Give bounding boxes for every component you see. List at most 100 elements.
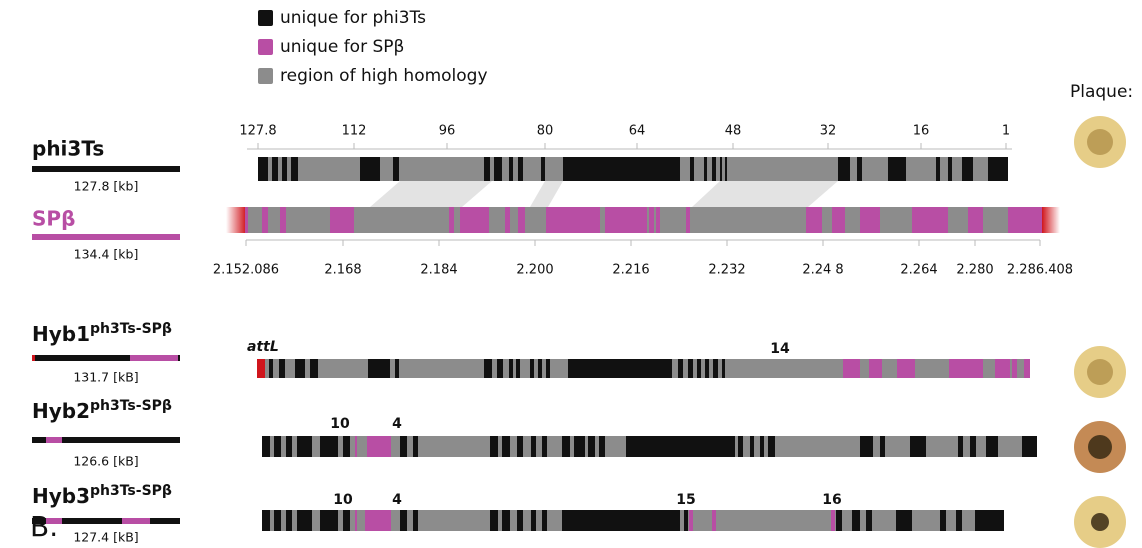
genome-segment — [257, 359, 265, 378]
genome-size: 127.8 [kb] — [74, 179, 139, 194]
scale-label: 80 — [537, 124, 554, 139]
genome-size: 134.4 [kb] — [74, 247, 139, 262]
genome-segment — [291, 157, 298, 181]
scale-label: 127.8 — [239, 124, 276, 139]
genome-segment — [272, 157, 278, 181]
genome-segment — [393, 157, 399, 181]
genome-segment — [689, 510, 693, 531]
genome-segment — [279, 359, 285, 378]
annotation: 16 — [822, 492, 841, 508]
genome-segment — [530, 359, 534, 378]
genome-segment — [988, 157, 1008, 181]
genome-size: 131.7 [kB] — [73, 370, 138, 385]
genome-segment — [995, 359, 1010, 378]
scale-label: 2.232 — [708, 263, 745, 278]
genome-segment — [343, 436, 350, 457]
genome-segment — [566, 510, 680, 531]
genome-segment — [367, 436, 391, 457]
genome-segment — [269, 359, 273, 378]
genome-segment — [368, 359, 390, 378]
genome-segment — [970, 436, 976, 457]
genome-segment — [956, 510, 962, 531]
hybrid-superscript: ph3Ts-SPβ — [90, 398, 172, 414]
genome-segment — [274, 510, 281, 531]
hybrid-superscript: ph3Ts-SPβ — [90, 321, 172, 337]
genome-segment — [722, 359, 725, 378]
genome-segment — [505, 207, 510, 233]
genome-segment — [896, 510, 912, 531]
genome-segment — [1022, 436, 1037, 457]
hybrid-superscript: ph3Ts-SPβ — [90, 483, 172, 499]
genome-segment — [949, 359, 983, 378]
genome-segment — [562, 436, 570, 457]
genome-segment — [490, 510, 498, 531]
genome-size: 127.4 [kB] — [73, 530, 138, 545]
genome-segment — [605, 207, 647, 233]
homology-links — [370, 181, 838, 207]
legend-swatch — [258, 39, 273, 55]
genome-segment — [649, 207, 654, 233]
genome-segment — [365, 510, 391, 531]
genome-segment — [400, 436, 407, 457]
genome-end — [226, 207, 246, 233]
genome-segment — [678, 359, 683, 378]
genome-segment — [712, 510, 716, 531]
genome-segment — [838, 157, 850, 181]
genome-segment — [738, 436, 743, 457]
genome-segment — [395, 359, 399, 378]
genome-segment — [869, 359, 882, 378]
genome-segment — [940, 510, 946, 531]
genome-segment — [310, 359, 318, 378]
scale-label: 48 — [725, 124, 742, 139]
genome-segment — [449, 207, 454, 233]
genome-segment — [866, 510, 872, 531]
genome-segment — [546, 359, 550, 378]
scale-label: 64 — [629, 124, 646, 139]
plaque-label: Plaque: — [1070, 82, 1133, 102]
hybrid-name-main: Hyb2 — [32, 399, 90, 423]
genome-segment — [684, 510, 688, 531]
panel-label: B. — [30, 510, 58, 543]
genome-segment — [297, 436, 312, 457]
genome-segment — [509, 359, 513, 378]
genome-segment — [297, 510, 312, 531]
genome-segment — [880, 436, 885, 457]
genome-segment — [484, 359, 492, 378]
plaque-center — [1088, 435, 1112, 459]
genome-segment — [502, 510, 510, 531]
scale-label: 2.216 — [612, 263, 649, 278]
genome-segment — [286, 436, 292, 457]
genome-segment — [1008, 207, 1042, 233]
hybrid-name: Hyb1ph3Ts-SPβ — [32, 321, 172, 346]
hybrid-name-main: Hyb3 — [32, 484, 90, 508]
genome-segment — [509, 157, 513, 181]
genome-segment — [343, 510, 350, 531]
genome-line — [32, 166, 180, 172]
genome-segment — [688, 359, 693, 378]
genome-segment — [502, 436, 510, 457]
figure: Plaque: phi3Ts SPβ 127.8 [kb] 134.4 [kb]… — [0, 0, 1142, 548]
genome-line-part — [32, 355, 35, 361]
legend-swatch — [258, 68, 273, 84]
genome-segment — [588, 436, 595, 457]
genome-segment — [542, 510, 547, 531]
annotation: 10 — [333, 492, 353, 508]
genome-segment — [531, 510, 536, 531]
annotation: 15 — [676, 492, 695, 508]
genome-segment — [274, 436, 281, 457]
genome-segment — [355, 436, 357, 457]
genome-segment — [282, 157, 287, 181]
genome-segment — [599, 436, 605, 457]
genome-segment — [897, 359, 915, 378]
genome-segment — [704, 157, 707, 181]
legend-label: unique for phi3Ts — [280, 8, 426, 28]
genome-segment — [713, 359, 718, 378]
genome-name: phi3Ts — [32, 137, 104, 161]
genome-line — [32, 234, 180, 240]
genome-segment — [986, 436, 998, 457]
genome-segment — [860, 207, 880, 233]
genome-segment — [852, 510, 860, 531]
genome-line-part — [130, 355, 178, 361]
genome-segment — [531, 436, 536, 457]
genome-segment — [725, 157, 727, 181]
